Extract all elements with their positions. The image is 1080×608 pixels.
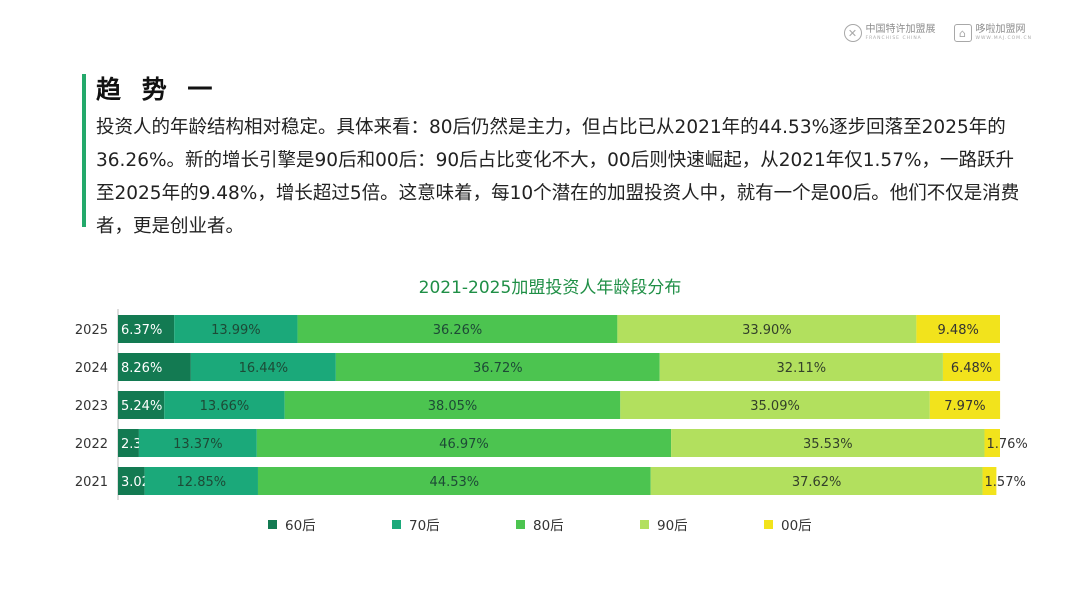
data-label: 35.09% [750,399,800,414]
bar-segment [118,467,145,495]
accent-bar [82,74,86,227]
data-label: 32.11% [777,361,827,376]
bar-segment [144,467,258,495]
data-label: 38.05% [428,399,478,414]
bar-segment [138,429,257,457]
data-label: 36.72% [473,361,523,376]
legend-swatch [640,519,649,529]
bar-segment [297,315,618,343]
legend-swatch [268,519,277,529]
header-logos: ✕ 中国特许加盟展 FRANCHISE CHINA ⌂ 哆啦加盟网 WWW.MA… [843,23,1033,42]
bar-segment [617,315,917,343]
bar-segment [335,353,660,381]
logo-cn-text: 中国特许加盟展 [865,23,936,35]
franchise-china-logo: ✕ 中国特许加盟展 FRANCHISE CHINA [843,23,936,42]
bar-segment [984,429,1000,457]
data-label: 13.66% [200,399,250,414]
data-label: 16.44% [239,361,289,376]
data-label: 5.24% [121,399,162,414]
bar-segment [190,353,336,381]
data-label: 46.97% [439,437,489,452]
maj-logo-icon: ⌂ [953,24,972,42]
legend-item: 00后 [764,514,812,534]
bar-segment [942,353,1001,381]
bar-segment [164,391,285,419]
legend-item: 80后 [516,514,564,534]
y-tick-label: 2022 [75,437,108,452]
data-label: 44.53% [430,475,480,490]
data-label: 1.57% [985,475,1026,490]
chart-title: 2021-2025加盟投资人年龄段分布 [418,278,682,298]
data-label: 8.26% [121,361,162,376]
bar-segment [174,315,298,343]
data-label: 12.85% [177,475,227,490]
legend-label: 00后 [781,518,812,534]
legend-item: 60后 [268,514,316,534]
legend-item: 70后 [392,514,440,534]
legend-label: 70后 [409,518,440,534]
data-label: 37.62% [792,475,842,490]
legend-swatch [392,519,401,529]
data-label: 6.37% [121,323,162,338]
bar-segment [118,391,165,419]
y-tick-label: 2025 [75,323,108,338]
data-label: 1.76% [986,437,1027,452]
franchise-china-logo-icon: ✕ [843,24,862,42]
y-tick-label: 2023 [75,399,108,414]
legend-swatch [516,519,525,529]
legend-swatch [764,519,773,529]
bar-segment [118,315,175,343]
bar-segment [118,429,139,457]
bar-segment [659,353,943,381]
legend-label: 90后 [657,518,688,534]
bar-segment [284,391,621,419]
trend-paragraph: 投资人的年龄结构相对稳定。具体来看：80后仍然是主力，但占比已从2021年的44… [96,117,1020,237]
bar-segment [650,467,983,495]
legend-item: 90后 [640,514,688,534]
chart-legend: 60后 70后 80后 90后 00后 [0,514,1080,534]
logo-cn-text: 哆啦加盟网 [975,23,1026,35]
bar-segment [916,315,1000,343]
bar-segment [982,467,997,495]
data-label: 36.26% [433,323,483,338]
legend-label: 60后 [285,518,316,534]
y-tick-label: 2024 [75,361,108,376]
data-label: 33.90% [742,323,792,338]
bar-segment [256,429,672,457]
data-label: 9.48% [938,323,979,338]
bar-segment [257,467,651,495]
stacked-bar-chart: 2025 6.37% 13.99% 36.26% 33.90% 9.48% 2024 8.26… [75,309,1028,500]
bar-segment [929,391,1001,419]
bar-segment [671,429,985,457]
data-label: 7.97% [944,399,985,414]
logo-en-text: WWW.MAJ.COM.CN [975,35,1032,41]
bar-segment [620,391,930,419]
data-label: 35.53% [803,437,853,452]
data-label: 13.37% [173,437,223,452]
bar-segment [118,353,191,381]
logo-en-text: FRANCHISE CHINA [865,35,922,41]
data-label: 13.99% [211,323,261,338]
data-label: 6.48% [951,361,992,376]
trend-title: 趋 势 一 [96,75,219,104]
legend-label: 80后 [533,518,564,534]
maj-logo: ⌂ 哆啦加盟网 WWW.MAJ.COM.CN [953,23,1033,42]
y-tick-label: 2021 [75,475,108,490]
